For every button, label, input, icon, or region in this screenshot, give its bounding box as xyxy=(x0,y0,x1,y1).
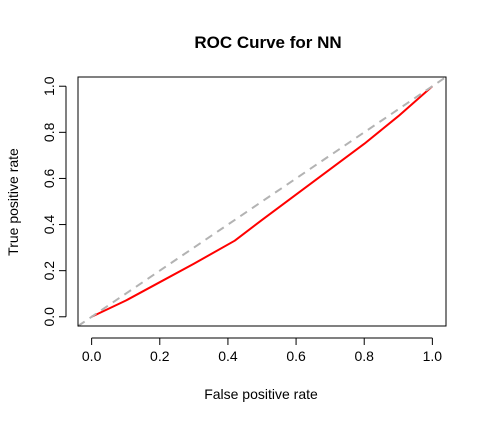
y-axis-label: True positive rate xyxy=(5,148,21,256)
roc-curve-line xyxy=(91,85,434,318)
y-tick-label: 0.0 xyxy=(41,307,57,327)
x-tick-label: 0.8 xyxy=(354,348,374,364)
x-axis-label: False positive rate xyxy=(204,386,318,402)
chart-title: ROC Curve for NN xyxy=(194,33,341,52)
x-tick-label: 0.4 xyxy=(218,348,238,364)
x-tick-label: 0.0 xyxy=(82,348,102,364)
y-tick-label: 0.4 xyxy=(41,215,57,235)
diagonal-reference-line xyxy=(77,76,447,327)
y-tick-label: 0.8 xyxy=(41,122,57,142)
y-tick-label: 0.6 xyxy=(41,169,57,189)
y-tick-label: 0.2 xyxy=(41,261,57,281)
y-tick-label: 1.0 xyxy=(41,76,57,96)
x-tick-label: 0.2 xyxy=(150,348,170,364)
x-tick-label: 0.6 xyxy=(286,348,306,364)
x-tick-label: 1.0 xyxy=(423,348,443,364)
plot-area: 0.0 0.2 0.4 0.6 0.8 1.0 0.0 0.2 0.4 0.6 0.8 1.0 xyxy=(41,76,447,364)
plot-frame xyxy=(77,76,447,327)
